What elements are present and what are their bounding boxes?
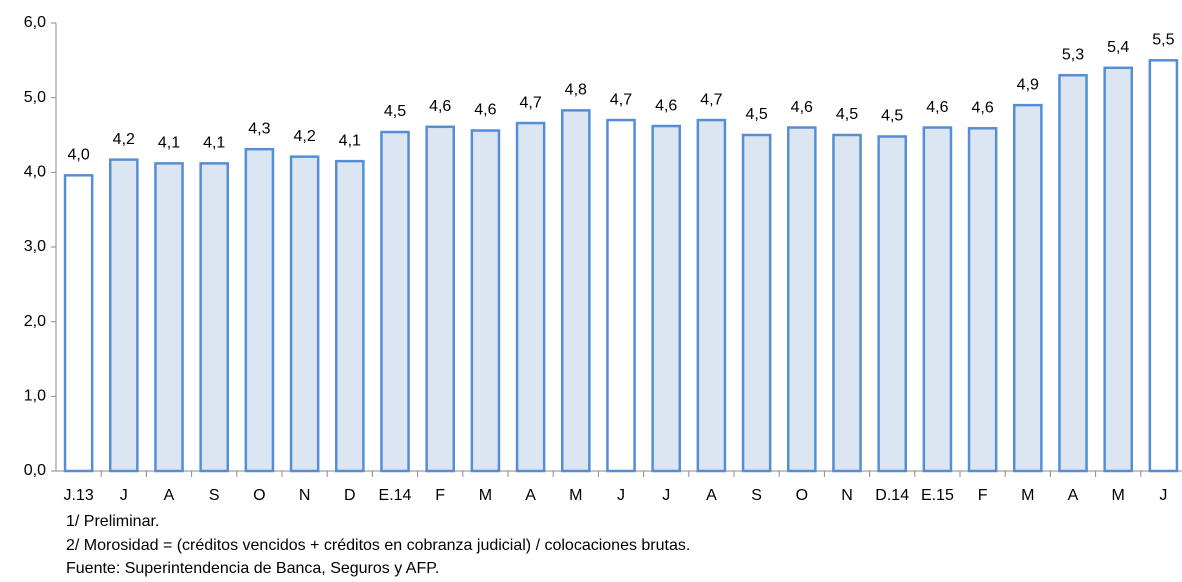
y-tick-label: 1,0 xyxy=(24,388,46,405)
x-tick-label: A xyxy=(706,487,717,504)
x-tick-label: J xyxy=(1159,487,1167,504)
value-label: 5,3 xyxy=(1062,46,1084,63)
value-label: 4,1 xyxy=(339,132,361,149)
bar xyxy=(515,121,546,473)
value-label: 4,5 xyxy=(745,106,767,123)
footnote: 2/ Morosidad = (créditos vencidos + créd… xyxy=(66,537,690,554)
bar xyxy=(425,125,456,473)
bar xyxy=(1148,59,1179,473)
value-label: 4,6 xyxy=(791,99,813,116)
value-label: 4,6 xyxy=(655,97,677,114)
x-tick-label: F xyxy=(978,487,988,504)
y-tick-label: 4,0 xyxy=(24,164,46,181)
bar xyxy=(63,174,94,473)
x-tick-label: M xyxy=(479,487,492,504)
bar xyxy=(1012,103,1043,473)
bar xyxy=(651,124,682,473)
x-tick-label: D.14 xyxy=(875,487,909,504)
value-label: 4,3 xyxy=(248,120,270,137)
x-tick-label: N xyxy=(841,487,853,504)
value-label: 4,1 xyxy=(203,135,225,152)
bar xyxy=(1058,74,1088,473)
y-tick-label: 6,0 xyxy=(24,14,46,31)
bar xyxy=(199,162,230,473)
bar xyxy=(832,133,862,473)
bar xyxy=(560,109,591,473)
y-tick-label: 5,0 xyxy=(24,89,46,106)
value-label: 4,1 xyxy=(158,135,180,152)
footnote: 1/ Preliminar. xyxy=(66,513,159,530)
x-tick-label: F xyxy=(435,487,445,504)
x-tick-label: O xyxy=(796,487,808,504)
x-tick-label: M xyxy=(569,487,582,504)
x-tick-label: M xyxy=(1112,487,1125,504)
x-tick-label: S xyxy=(751,487,762,504)
bar xyxy=(741,133,772,473)
x-tick-label: A xyxy=(525,487,536,504)
bar xyxy=(786,126,817,473)
footnote: Fuente: Superintendencia de Banca, Segur… xyxy=(66,560,439,577)
x-tick-label: E.14 xyxy=(379,487,412,504)
x-tick-label: D xyxy=(344,487,356,504)
x-tick-label: O xyxy=(253,487,265,504)
value-label: 4,2 xyxy=(113,131,135,148)
value-label: 4,0 xyxy=(67,147,89,164)
bar xyxy=(606,118,636,473)
x-tick-label: N xyxy=(299,487,311,504)
bar xyxy=(1103,66,1134,473)
value-label: 4,5 xyxy=(836,106,858,123)
bar xyxy=(877,135,908,473)
x-tick-label: A xyxy=(164,487,175,504)
value-label: 4,6 xyxy=(926,99,948,116)
value-label: 4,7 xyxy=(519,94,541,111)
x-tick-label: J xyxy=(662,487,670,504)
value-label: 4,8 xyxy=(565,82,587,99)
bar xyxy=(289,155,320,473)
value-label: 4,5 xyxy=(881,108,903,125)
x-tick-label: S xyxy=(209,487,220,504)
y-tick-label: 2,0 xyxy=(24,313,46,330)
bar xyxy=(154,162,184,473)
value-label: 5,5 xyxy=(1152,32,1174,49)
value-label: 4,6 xyxy=(429,98,451,115)
x-tick-label: J xyxy=(617,487,625,504)
x-tick-label: M xyxy=(1021,487,1034,504)
x-tick-label: J xyxy=(120,487,128,504)
bar xyxy=(922,126,953,473)
bar xyxy=(108,158,139,473)
y-tick-label: 3,0 xyxy=(24,238,46,255)
bar xyxy=(334,159,365,473)
value-label: 4,5 xyxy=(384,103,406,120)
bar xyxy=(967,127,998,473)
x-tick-label: J.13 xyxy=(63,487,93,504)
value-label: 4,9 xyxy=(1017,76,1039,93)
y-tick-label: 0,0 xyxy=(24,462,46,479)
value-label: 4,2 xyxy=(293,128,315,145)
value-label: 5,4 xyxy=(1107,39,1129,56)
x-tick-label: E.15 xyxy=(921,487,954,504)
value-label: 4,6 xyxy=(474,102,496,119)
value-label: 4,7 xyxy=(700,91,722,108)
value-label: 4,6 xyxy=(971,99,993,116)
bar xyxy=(380,130,410,473)
bar xyxy=(244,147,275,473)
bar xyxy=(696,118,727,473)
x-tick-label: A xyxy=(1068,487,1079,504)
bar xyxy=(470,129,501,473)
value-label: 4,7 xyxy=(610,91,632,108)
